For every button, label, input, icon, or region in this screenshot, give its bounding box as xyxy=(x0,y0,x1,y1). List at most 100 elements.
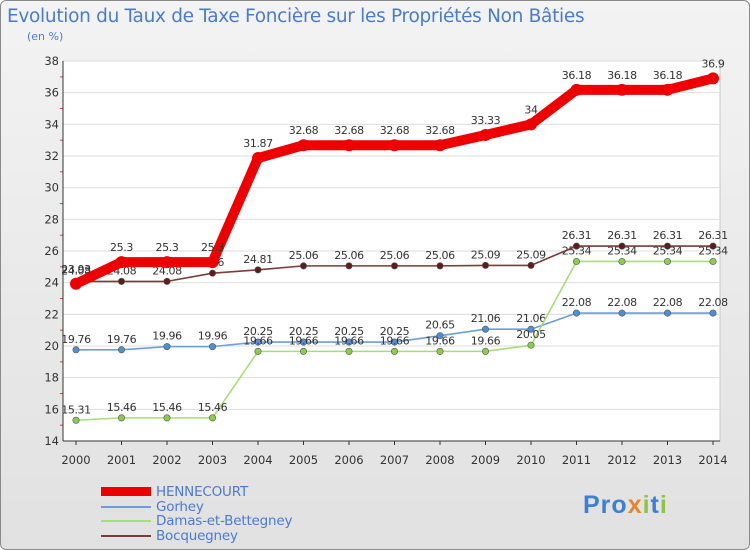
data-label: 24.08 xyxy=(61,264,91,277)
data-label: 26.31 xyxy=(562,229,592,242)
data-label: 36.18 xyxy=(653,69,683,82)
data-point xyxy=(254,347,262,355)
legend-label: Damas-et-Bettegney xyxy=(156,513,293,529)
x-tick-label: 2008 xyxy=(425,453,454,467)
y-tick-label: 30 xyxy=(44,181,59,195)
x-tick-label: 2006 xyxy=(334,453,363,467)
data-point xyxy=(663,242,671,250)
data-point xyxy=(663,309,671,317)
data-label: 20.65 xyxy=(425,319,455,332)
y-tick-label: 20 xyxy=(44,339,59,353)
x-tick-label: 2001 xyxy=(107,453,136,467)
y-tick-label: 38 xyxy=(44,54,59,68)
data-label: 25.09 xyxy=(516,248,546,261)
data-point xyxy=(390,347,398,355)
data-point xyxy=(527,325,535,333)
chart-title: Evolution du Taux de Taxe Foncière sur l… xyxy=(7,6,585,27)
data-label: 15.46 xyxy=(198,401,228,414)
legend-swatch-bocquegney xyxy=(101,534,151,537)
data-point xyxy=(299,338,307,346)
data-label: 21.06 xyxy=(471,312,501,325)
data-point xyxy=(72,416,80,424)
data-label: 19.76 xyxy=(107,333,137,346)
data-label: 19.66 xyxy=(243,334,273,347)
data-label: 20.25 xyxy=(334,325,364,338)
data-point xyxy=(70,277,82,290)
data-point xyxy=(570,83,583,96)
data-label: 21.06 xyxy=(516,312,546,325)
legend-label: HENNECOURT xyxy=(156,484,248,500)
data-point xyxy=(663,257,671,265)
data-label: 19.66 xyxy=(289,334,319,347)
data-point xyxy=(254,338,262,346)
data-label: 19.66 xyxy=(425,334,455,347)
data-label: 25.34 xyxy=(607,244,637,257)
data-label: 22.08 xyxy=(607,296,637,309)
data-label: 25.34 xyxy=(653,244,683,257)
data-label: 34 xyxy=(524,103,538,116)
x-tick-label: 2003 xyxy=(198,453,227,467)
data-label: 25.3 xyxy=(110,241,133,254)
x-tick-label: 2007 xyxy=(380,453,409,467)
x-tick-label: 2013 xyxy=(653,453,682,467)
data-point xyxy=(299,347,307,355)
legend-swatch-damas xyxy=(101,520,151,522)
proxiti-logo: Proxiti xyxy=(583,491,668,519)
data-point xyxy=(572,309,580,317)
data-label: 20.05 xyxy=(516,328,546,341)
data-label: 36.18 xyxy=(562,69,592,82)
data-label: 22.08 xyxy=(562,296,592,309)
data-point xyxy=(436,332,444,340)
x-tick-label: 2002 xyxy=(152,453,181,467)
data-point xyxy=(209,414,217,422)
legend-swatch-gorhey xyxy=(101,505,151,508)
data-point xyxy=(661,83,674,96)
data-point xyxy=(388,139,401,152)
data-label: 33.33 xyxy=(471,114,501,127)
data-point xyxy=(118,277,126,285)
legend-label: Gorhey xyxy=(156,498,204,515)
data-point xyxy=(618,242,626,250)
data-point xyxy=(163,277,171,285)
data-point xyxy=(481,325,489,333)
x-tick-label: 2000 xyxy=(61,453,90,467)
data-point xyxy=(163,343,171,351)
x-tick-label: 2010 xyxy=(516,453,545,467)
data-point xyxy=(115,256,128,269)
data-label: 32.68 xyxy=(380,124,410,137)
data-label: 20.25 xyxy=(243,325,273,338)
data-label: 22.08 xyxy=(698,296,728,309)
data-point xyxy=(297,139,310,152)
data-label: 15.46 xyxy=(152,401,182,414)
y-tick-label: 24 xyxy=(44,276,59,290)
unit-label: (en %) xyxy=(27,30,64,43)
data-point xyxy=(254,266,262,274)
data-point xyxy=(709,242,717,250)
data-label: 15.31 xyxy=(61,403,91,416)
data-label: 36.18 xyxy=(607,69,637,82)
data-label: 25.34 xyxy=(562,244,592,257)
x-tick-label: 2014 xyxy=(698,453,727,467)
data-label: 26.31 xyxy=(698,229,728,242)
data-label: 23.93 xyxy=(61,263,91,276)
data-point xyxy=(209,343,217,351)
y-tick-label: 28 xyxy=(44,212,59,226)
data-point xyxy=(345,347,353,355)
data-label: 15.46 xyxy=(107,401,137,414)
data-point xyxy=(209,269,217,277)
data-label: 24.08 xyxy=(152,264,182,277)
data-point xyxy=(481,261,489,269)
data-point xyxy=(252,152,264,165)
data-point xyxy=(161,256,173,269)
data-point xyxy=(345,262,353,270)
data-point xyxy=(709,309,717,317)
data-label: 25.06 xyxy=(289,249,319,262)
y-tick-label: 36 xyxy=(44,86,59,100)
y-tick-label: 34 xyxy=(44,117,59,131)
x-tick-label: 2011 xyxy=(562,453,591,467)
y-tick-label: 26 xyxy=(44,244,59,258)
data-point xyxy=(436,347,444,355)
x-tick-label: 2009 xyxy=(471,453,500,467)
data-label: 25.06 xyxy=(334,249,364,262)
